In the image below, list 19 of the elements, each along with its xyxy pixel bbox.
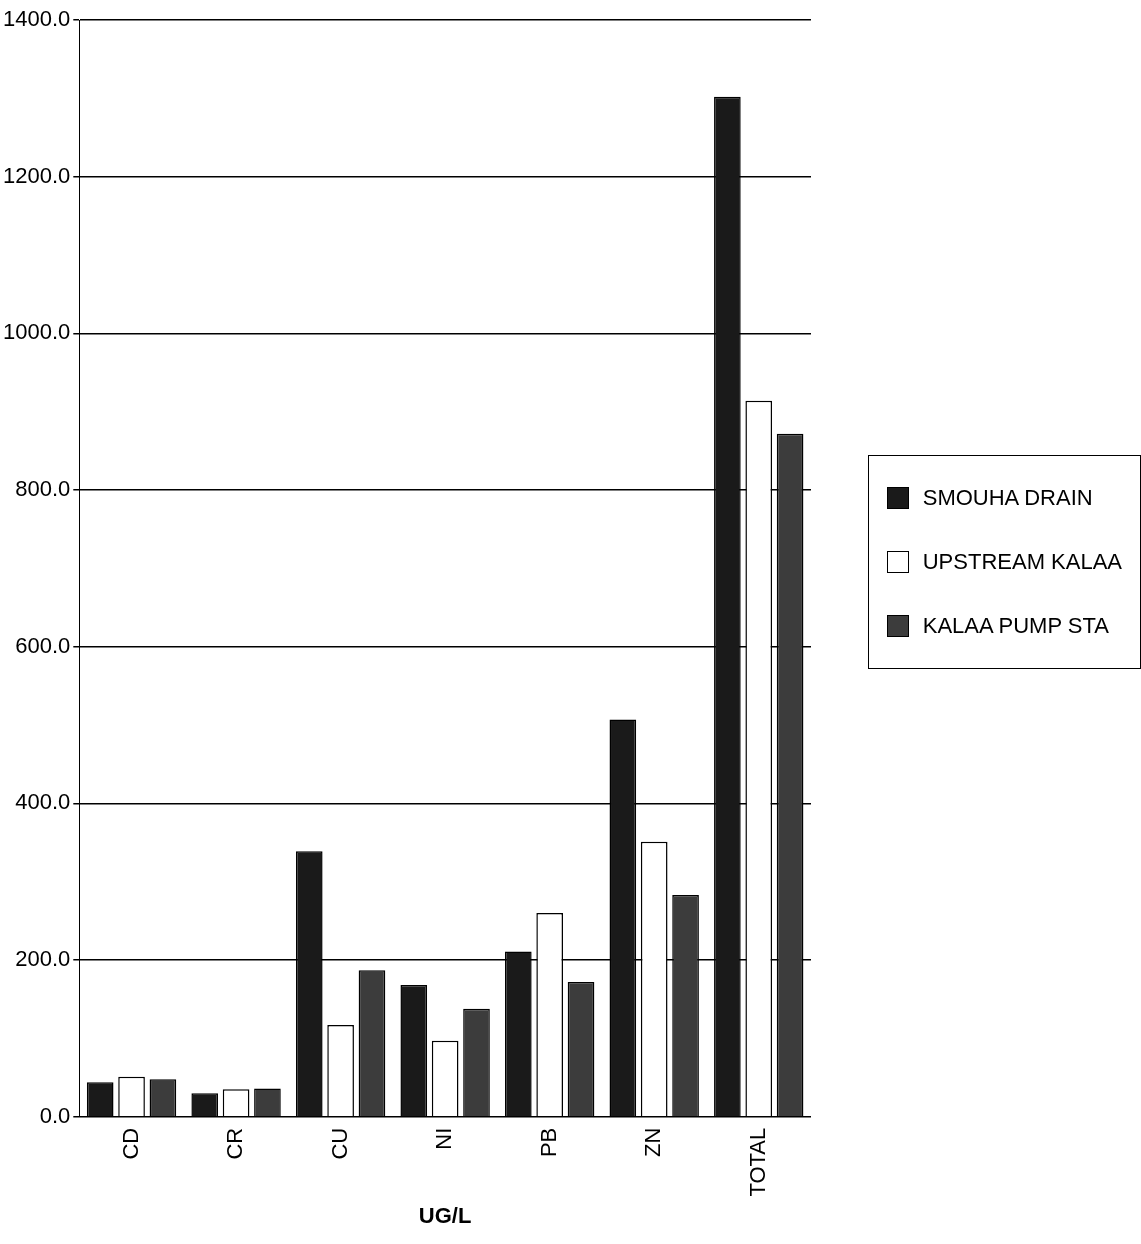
y-tick-label: 1200.0 — [2, 162, 71, 188]
y-tick-label: 200.0 — [15, 946, 71, 972]
x-tick-label: CU — [326, 1127, 352, 1160]
y-tick-label: 1000.0 — [2, 319, 71, 345]
x-tick-label: ZN — [640, 1127, 666, 1158]
y-tick-label: 600.0 — [15, 632, 71, 658]
y-tick-label: 0.0 — [39, 1102, 71, 1128]
y-tick-label: 400.0 — [15, 789, 71, 815]
text: UPSTREAM KALAA — [922, 549, 1122, 575]
x-axis-title: UG/L — [418, 1202, 472, 1228]
x-tick-label: NI — [431, 1127, 457, 1150]
x-tick-label: PB — [535, 1127, 561, 1158]
x-tick-label: TOTAL — [744, 1127, 770, 1197]
y-tick-label: 1400.0 — [2, 6, 71, 32]
legend-label: KALAA PUMP STA — [922, 613, 1109, 639]
y-tick-label: 800.0 — [15, 476, 71, 502]
legend-label: SMOUHA DRAIN — [922, 485, 1093, 511]
x-tick-label: CD — [117, 1127, 143, 1160]
x-tick-label: CR — [222, 1127, 248, 1160]
